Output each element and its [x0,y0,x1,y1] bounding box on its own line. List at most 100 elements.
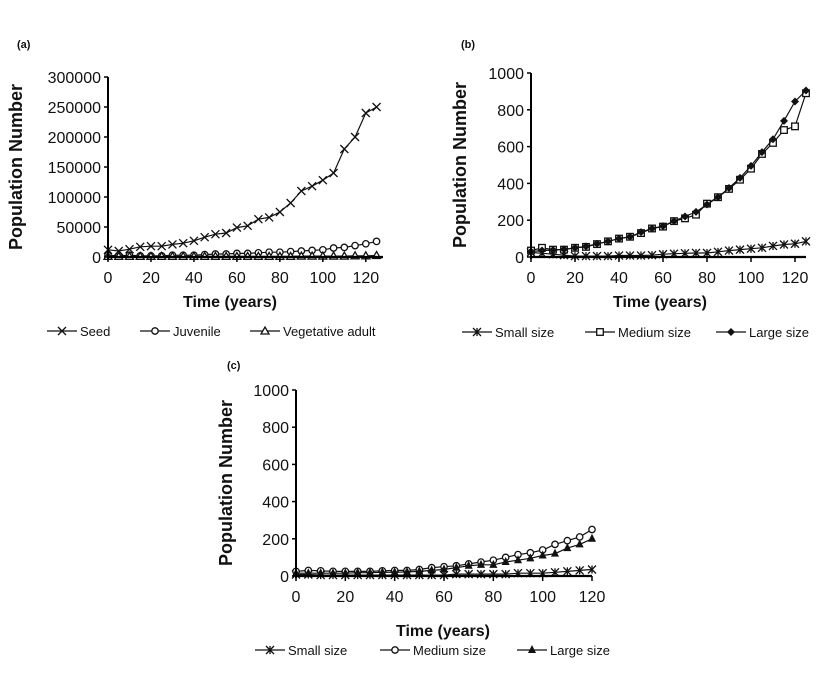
legend-item: Medium size [585,325,691,340]
data-point [243,221,253,231]
legend: Small size Medium size Large size [255,643,610,658]
legend-marker [528,645,536,653]
data-point [167,239,177,249]
y-tick-label: 1000 [253,383,289,400]
data-point [372,237,381,246]
legend-marker [472,327,482,337]
y-tick-label: 200 [262,532,289,549]
data-point [135,242,145,252]
data-point [427,565,436,574]
data-point [780,126,788,134]
legend-marker [57,326,67,336]
data-point [304,568,313,577]
x-tick-label: 60 [228,270,246,287]
data-point [725,184,733,192]
x-tick-label: 100 [309,270,336,287]
data-point [316,568,325,577]
x-tick-label: 80 [271,270,289,287]
data-point [626,232,634,241]
data-point [440,564,448,573]
legend-item: Medium size [380,643,486,658]
y-tick-label: 800 [262,420,289,437]
data-point [318,175,328,185]
data-point [361,239,370,248]
data-point [636,251,646,260]
x-axis-title: Time (years) [396,623,490,640]
y-axis-title: Population Number [216,400,236,566]
y-tick-label: 800 [497,103,524,120]
data-point [307,181,317,191]
data-point [604,237,612,246]
legend-label: Medium size [413,643,486,658]
data-point [575,565,585,575]
legend-label: Vegetative adult [283,324,376,339]
data-point [691,248,701,258]
data-point [801,236,811,246]
data-point [329,244,338,252]
data-point [390,567,399,576]
x-tick-label: 80 [484,589,502,606]
legend-label: Seed [80,324,110,339]
data-point [637,228,645,237]
panel-label: (c) [227,360,241,372]
x-tick-label: 120 [782,270,809,287]
data-point [714,193,722,202]
data-point [372,102,382,112]
data-point [221,228,231,238]
y-tick-label: 200 [497,213,524,230]
series-line [530,93,807,252]
data-point [125,244,134,254]
data-point [780,116,788,125]
series-line [530,90,807,253]
y-tick-label: 600 [262,457,289,474]
legend-item: Small size [462,325,554,340]
data-point [648,224,656,233]
y-tick-label: 200000 [48,130,101,147]
legend-marker [259,325,271,335]
series-medium-size [527,89,810,255]
legend-marker [151,327,159,335]
legend-item: Vegetative adult [250,324,376,339]
legend: Small size Medium size Large size [462,325,809,340]
data-point [275,207,285,217]
data-point [735,245,745,255]
x-tick-label: 60 [654,270,672,287]
data-point [724,246,734,256]
legend-marker [265,645,275,655]
data-point [582,242,590,251]
data-point [415,566,424,575]
x-axis-title: Time (years) [613,294,707,311]
data-point [615,234,623,243]
data-point [366,567,374,576]
data-point [340,243,349,252]
y-tick-label: 50000 [57,220,102,237]
legend-item: Large size [517,643,610,658]
data-point [489,559,498,568]
y-tick-label: 300000 [48,70,101,87]
legend-label: Juvenile [173,324,221,339]
data-point [551,540,559,549]
data-point [178,238,188,248]
legend-label: Small size [288,643,347,658]
x-tick-label: 0 [104,270,113,287]
x-tick-label: 0 [292,589,301,606]
data-point [378,567,387,576]
data-point [681,212,689,221]
data-point [746,244,756,254]
panel-c: (c) 0 200 400 600 800 1000 0 20 40 60 80 100 120 Time … [216,360,610,658]
data-point [702,248,712,258]
data-point [802,86,810,95]
x-tick-label: 100 [738,270,765,287]
series-large-size [292,533,596,577]
data-point [790,239,800,249]
data-point [253,214,263,224]
x-axis-title: Time (years) [183,294,277,311]
x-tick-label: 40 [610,270,628,287]
data-point [575,539,584,548]
data-point [791,97,799,106]
panel-label: (a) [17,39,31,51]
data-point [713,247,723,257]
y-tick-label: 0 [280,569,289,586]
data-point [296,186,306,196]
